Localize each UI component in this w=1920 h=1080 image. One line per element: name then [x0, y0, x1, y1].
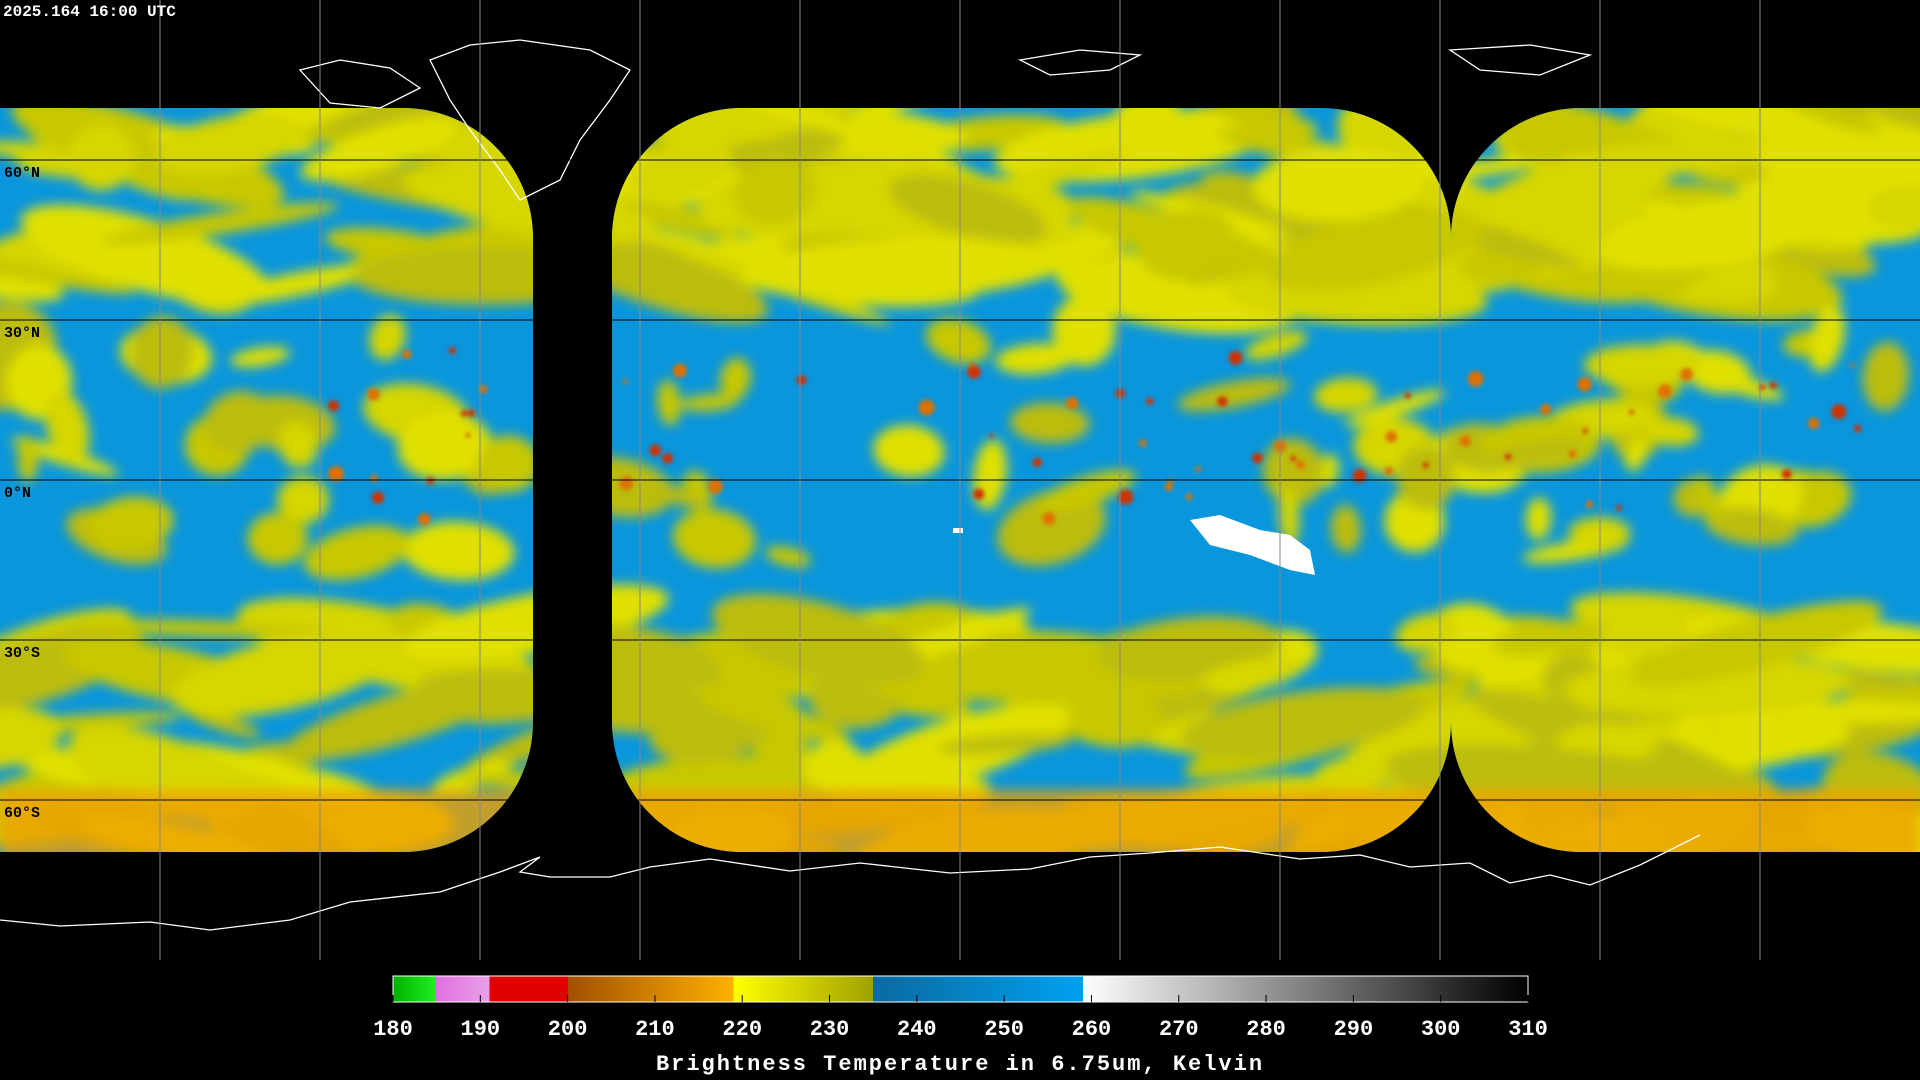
- colorbar-tick-label: 300: [1421, 1017, 1461, 1042]
- timestamp: 2025.164 16:00 UTC: [3, 3, 176, 21]
- colorbar-tick-label: 270: [1159, 1017, 1199, 1042]
- colorbar-tick-label: 240: [897, 1017, 937, 1042]
- colorbar-tick-label: 310: [1508, 1017, 1548, 1042]
- coastlines: [0, 39, 1701, 931]
- latitude-label: 30°S: [4, 645, 40, 662]
- colorbar-tick-label: 250: [984, 1017, 1024, 1042]
- colorbar-tick-label: 230: [810, 1017, 850, 1042]
- colorbar: [392, 975, 1529, 1003]
- colorbar-tick-label: 190: [461, 1017, 501, 1042]
- latitude-label: 60°N: [4, 165, 40, 182]
- colorbar-tick-label: 290: [1334, 1017, 1374, 1042]
- colorbar-title: Brightness Temperature in 6.75um, Kelvin: [656, 1052, 1264, 1077]
- colorbar-tick-label: 220: [722, 1017, 762, 1042]
- colorbar-tick-label: 200: [548, 1017, 588, 1042]
- colorbar-tick-label: 280: [1246, 1017, 1286, 1042]
- colorbar-tick-label: 210: [635, 1017, 675, 1042]
- latitude-label: 0°N: [4, 485, 31, 502]
- latitude-label: 60°S: [4, 805, 40, 822]
- longitude-lines: [159, 0, 1761, 960]
- latitude-label: 30°N: [4, 325, 40, 342]
- dry-spots: [953, 515, 1315, 575]
- colorbar-tick-label: 180: [373, 1017, 413, 1042]
- colorbar-tick-label: 260: [1072, 1017, 1112, 1042]
